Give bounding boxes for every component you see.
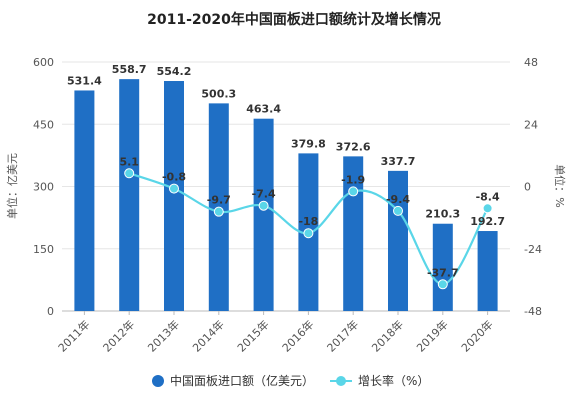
bar: [388, 170, 408, 311]
x-tick-label: 2011年: [55, 317, 92, 354]
growth-point: [437, 279, 448, 290]
legend-bar-label: 中国面板进口额（亿美元）: [170, 373, 314, 388]
legend-line-marker: [336, 376, 346, 386]
x-tick-label: 2012年: [100, 317, 137, 354]
bar-value-label: 558.7: [112, 63, 147, 76]
growth-value-label: -8.4: [476, 190, 500, 203]
bar: [432, 223, 453, 311]
x-tick-label: 2015年: [234, 317, 271, 354]
bar: [477, 231, 498, 311]
x-tick-label: 2018年: [369, 317, 406, 354]
bar: [74, 90, 95, 312]
growth-value-label: -1.9: [341, 173, 365, 186]
bar: [164, 81, 184, 312]
bar-value-label: 337.7: [381, 155, 416, 168]
y-tick-left: 450: [33, 118, 54, 131]
bar-value-label: 463.4: [246, 103, 281, 116]
x-tick-label: 2013年: [145, 317, 182, 354]
bar: [119, 79, 140, 312]
bar-value-label: 554.2: [157, 65, 192, 78]
growth-value-label: 5.1: [119, 155, 139, 168]
growth-line: [128, 172, 489, 286]
bar-value-label: 531.4: [67, 74, 102, 87]
bar-value-label: 500.3: [201, 87, 236, 100]
growth-point: [213, 206, 224, 217]
legend: 中国面板进口额（亿美元） 增长率（%）: [152, 373, 429, 388]
y-tick-right: 0: [524, 181, 531, 194]
bar-value-label: 372.6: [336, 140, 371, 153]
growth-point: [348, 186, 359, 197]
y-axis-right-label: 单位：%: [553, 164, 567, 207]
y-tick-right: 48: [524, 56, 538, 69]
legend-bar-marker: [152, 375, 164, 387]
x-tick-label: 2014年: [189, 317, 226, 354]
y-axis-left-label: 单位：亿美元: [5, 153, 19, 219]
bar: [253, 118, 274, 312]
x-tick-label: 2017年: [324, 317, 361, 354]
growth-point: [169, 183, 179, 194]
growth-point: [482, 203, 493, 214]
bar-value-label: 210.3: [425, 208, 460, 221]
growth-point: [393, 205, 403, 216]
y-tick-left: 300: [33, 181, 54, 194]
growth-value-label: -18: [298, 215, 318, 228]
growth-value-label: -37.7: [427, 266, 459, 279]
growth-value-label: -9.4: [386, 193, 410, 206]
chart-title: 2011-2020年中国面板进口额统计及增长情况: [147, 11, 441, 28]
y-tick-left: 600: [33, 56, 54, 69]
growth-value-label: -9.7: [207, 194, 231, 207]
bar-value-label: 192.7: [470, 215, 505, 228]
growth-value-label: -7.4: [252, 188, 276, 201]
x-tick-label: 2019年: [413, 317, 450, 354]
growth-point: [303, 228, 314, 239]
bar-value-label: 379.8: [291, 137, 326, 150]
y-tick-right: -24: [524, 243, 542, 256]
data-labels: 531.4 558.7 554.2 500.3 463.4 379.8 372.6 337.7…: [67, 63, 505, 279]
y-tick-left: 0: [47, 305, 54, 318]
legend-line-label: 增长率（%）: [358, 373, 429, 388]
growth-value-label: -0.8: [162, 171, 186, 184]
line-series: [124, 168, 493, 290]
y-tick-right: 24: [524, 118, 538, 131]
y-tick-right: -48: [524, 305, 542, 318]
y-tick-left: 150: [33, 243, 54, 256]
x-tick-label: 2020年: [458, 317, 495, 354]
growth-point: [124, 168, 135, 179]
growth-point: [258, 200, 269, 211]
x-tick-label: 2016年: [279, 317, 316, 354]
